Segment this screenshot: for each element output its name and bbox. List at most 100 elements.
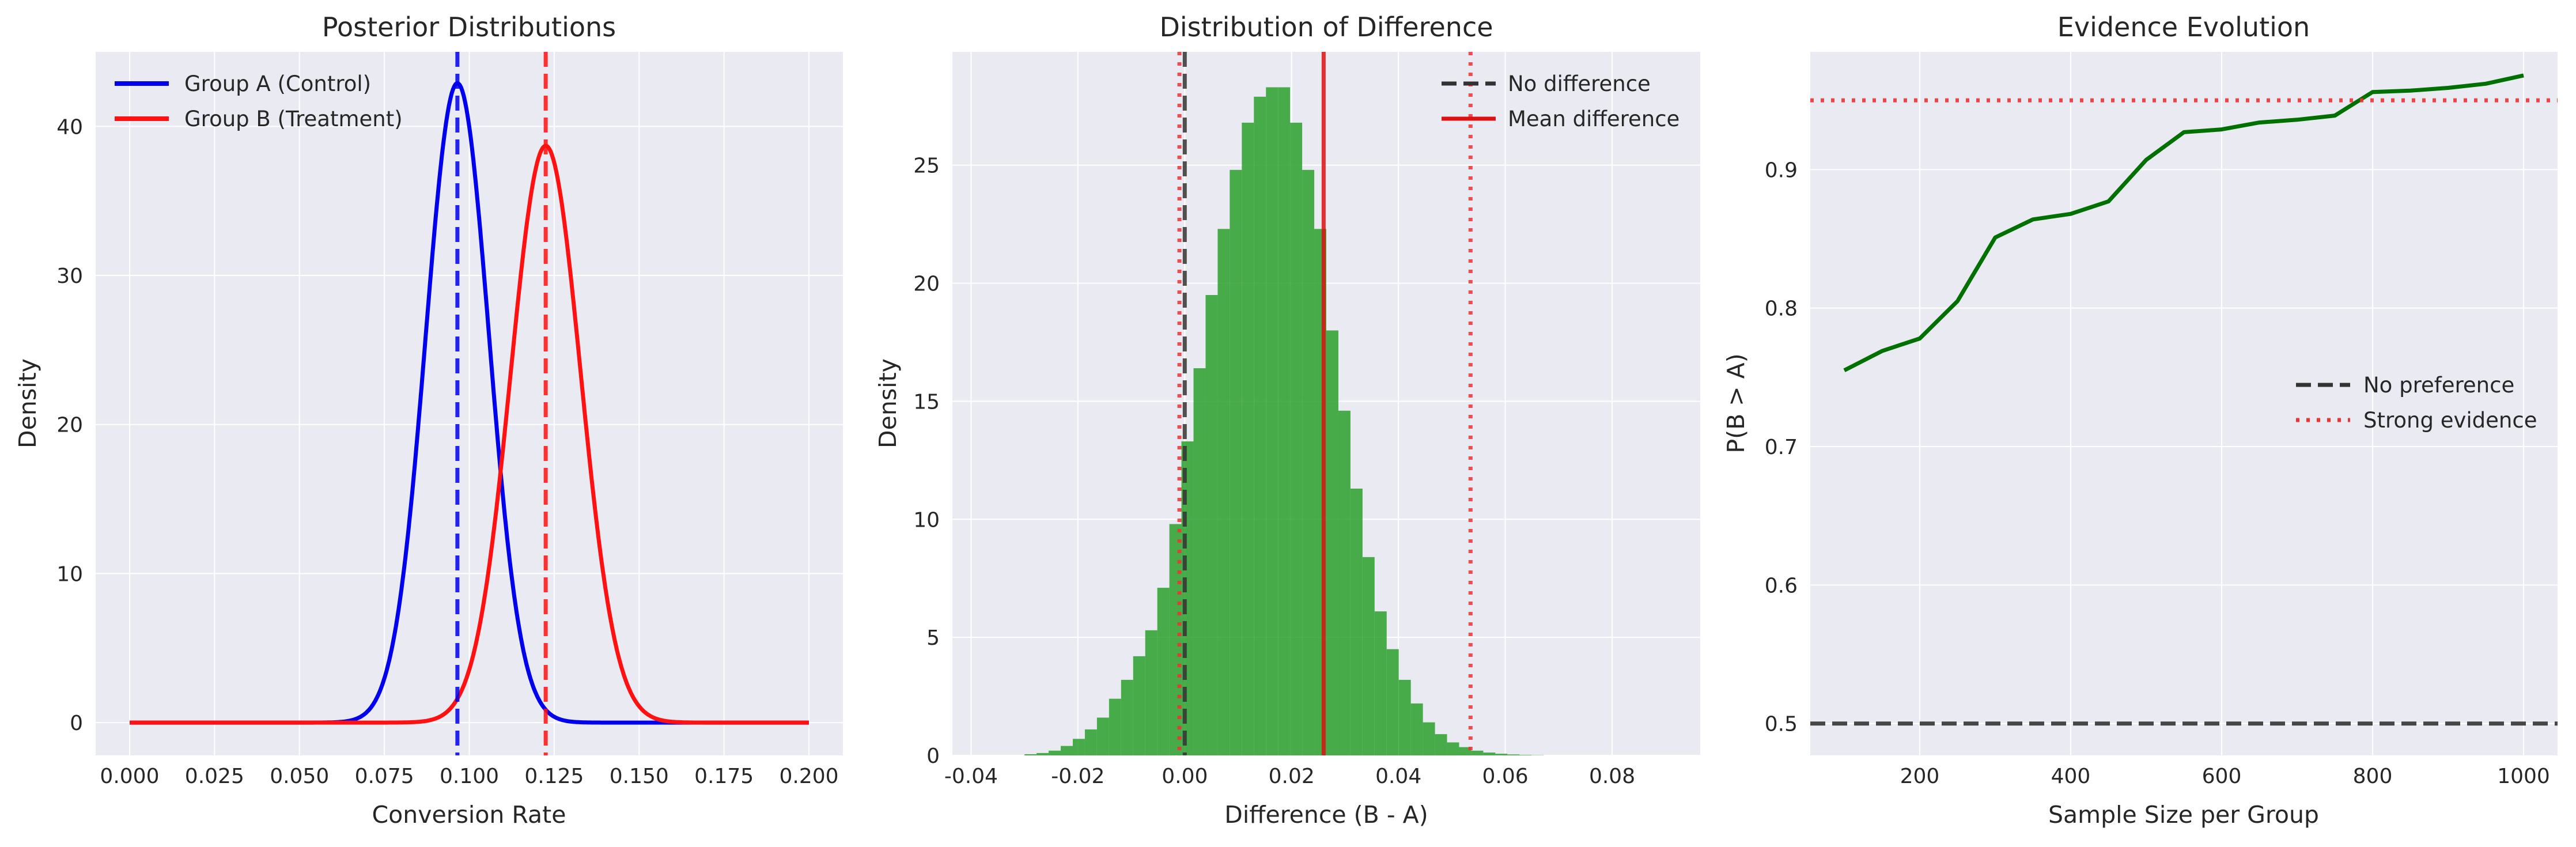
y-tick-label: 10 <box>913 508 940 532</box>
y-tick-label: 5 <box>926 626 940 650</box>
y-tick-label: 40 <box>56 115 83 139</box>
histogram-bar <box>1049 750 1061 755</box>
x-tick-label: 0.00 <box>1162 765 1208 788</box>
y-tick-label: 20 <box>913 273 940 296</box>
x-tick-label: 600 <box>2202 765 2242 788</box>
ticks: 200 400 600 800 1000 0.5 0.6 0.7 0.8 0.9 <box>1765 158 2550 788</box>
histogram-bar <box>1096 717 1109 755</box>
x-axis-label: Conversion Rate <box>372 801 566 829</box>
x-tick-label: 200 <box>1900 765 1940 788</box>
histogram-bar <box>1133 656 1145 755</box>
histogram-bar <box>1181 441 1194 755</box>
histogram-bar <box>1290 122 1303 756</box>
x-axis-label: Sample Size per Group <box>2048 801 2319 829</box>
x-tick-label: 0.200 <box>780 765 839 788</box>
histogram-bar <box>1362 557 1375 755</box>
histogram-bar <box>1483 753 1496 755</box>
histogram-bar <box>1109 698 1121 755</box>
y-tick-label: 0.5 <box>1765 713 1798 736</box>
y-axis-label: P(B > A) <box>1722 353 1750 453</box>
histogram-bar <box>1024 754 1037 755</box>
x-tick-label: 400 <box>2051 765 2091 788</box>
chart-title: Distribution of Difference <box>1159 12 1493 43</box>
histogram-bar <box>1423 722 1435 755</box>
histogram-bar <box>1230 169 1242 755</box>
histogram-bar <box>1350 489 1363 755</box>
y-tick-label: 0.6 <box>1765 574 1798 598</box>
legend-label-mean-difference: Mean difference <box>1508 107 1679 131</box>
marks <box>128 52 810 755</box>
histogram-bar <box>1447 742 1459 755</box>
y-tick-label: 25 <box>913 154 940 178</box>
y-tick-label: 15 <box>913 390 940 414</box>
histogram-bar <box>1061 746 1073 755</box>
y-tick-label: 20 <box>56 414 83 437</box>
y-axis-label: Density <box>14 358 41 448</box>
histogram-bar <box>1205 295 1218 755</box>
histogram-bar <box>1193 368 1206 755</box>
histogram-bar <box>1398 679 1411 755</box>
ticks: -0.04 -0.02 0.00 0.02 0.04 0.06 0.08 0 5 10 15 20 25 <box>913 154 1635 788</box>
ticks: 0.000 0.025 0.050 0.075 0.100 0.125 0.150 0.175… <box>56 115 838 788</box>
legend-label-group-a: Group A (Control) <box>184 71 371 96</box>
histogram-bar <box>1386 649 1399 755</box>
legend-label-no-difference: No difference <box>1508 71 1651 96</box>
histogram-bar <box>1459 747 1472 755</box>
x-tick-label: 0.06 <box>1482 765 1529 788</box>
histogram-bar <box>1037 753 1049 755</box>
chart-title: Evidence Evolution <box>2057 12 2310 43</box>
x-tick-label: 0.175 <box>694 765 754 788</box>
legend-label-group-b: Group B (Treatment) <box>184 107 403 131</box>
x-tick-label: 0.08 <box>1589 765 1635 788</box>
histogram-bar <box>1374 611 1387 755</box>
plot-area <box>1810 52 2558 755</box>
legend-label-no-preference: No preference <box>2363 373 2514 398</box>
legend: No preference Strong evidence <box>2296 373 2537 433</box>
x-tick-label: 0.125 <box>524 765 584 788</box>
x-tick-label: 0.000 <box>100 765 159 788</box>
histogram-bar <box>1254 96 1266 755</box>
chart-title: Posterior Distributions <box>322 12 616 43</box>
y-axis-label: Density <box>874 358 902 448</box>
x-tick-label: 0.025 <box>185 765 244 788</box>
x-tick-label: -0.02 <box>1051 765 1104 788</box>
y-tick-label: 0.7 <box>1765 436 1798 459</box>
histogram-bar <box>1338 410 1351 755</box>
series-line <box>1843 73 2524 372</box>
y-tick-label: 0.9 <box>1765 158 1798 182</box>
x-tick-label: 0.150 <box>610 765 669 788</box>
histogram-bar <box>1157 588 1170 755</box>
histogram-bar <box>1507 754 1520 755</box>
histogram-bar <box>1410 703 1423 755</box>
histogram-bar <box>1072 739 1085 755</box>
histogram-bar <box>1217 229 1230 755</box>
histogram-bar <box>1145 630 1158 755</box>
y-tick-label: 30 <box>56 264 83 288</box>
histogram-bar <box>1495 754 1508 755</box>
panel-evidence-evolution: 200 400 600 800 1000 0.5 0.6 0.7 0.8 0.9 Evidence… <box>1722 12 2558 829</box>
x-tick-label: 1000 <box>2497 765 2550 788</box>
histogram-bar <box>1435 734 1447 755</box>
y-tick-label: 0 <box>926 744 940 768</box>
histogram-bar <box>1242 122 1254 756</box>
x-tick-label: 0.02 <box>1269 765 1315 788</box>
x-tick-label: 0.050 <box>270 765 329 788</box>
x-tick-label: 800 <box>2353 765 2393 788</box>
histogram-bar <box>1266 87 1278 756</box>
x-tick-label: -0.04 <box>944 765 998 788</box>
x-tick-label: 0.075 <box>355 765 414 788</box>
histogram-bar <box>1169 524 1182 755</box>
histogram-bar <box>1278 87 1291 756</box>
marks <box>1810 73 2558 726</box>
y-tick-label: 0 <box>70 712 83 735</box>
marks <box>1024 52 1544 756</box>
y-tick-label: 0.8 <box>1765 297 1798 321</box>
histogram-bar <box>1084 729 1097 755</box>
y-tick-label: 10 <box>56 562 83 586</box>
panel-distribution-of-difference: -0.04 -0.02 0.00 0.02 0.04 0.06 0.08 0 5 10 15 20 25… <box>874 12 1700 829</box>
histogram-bar <box>1302 169 1315 755</box>
legend-label-strong-evidence: Strong evidence <box>2363 408 2537 433</box>
legend: No difference Mean difference <box>1442 71 1679 131</box>
histogram-bar <box>1121 679 1133 755</box>
